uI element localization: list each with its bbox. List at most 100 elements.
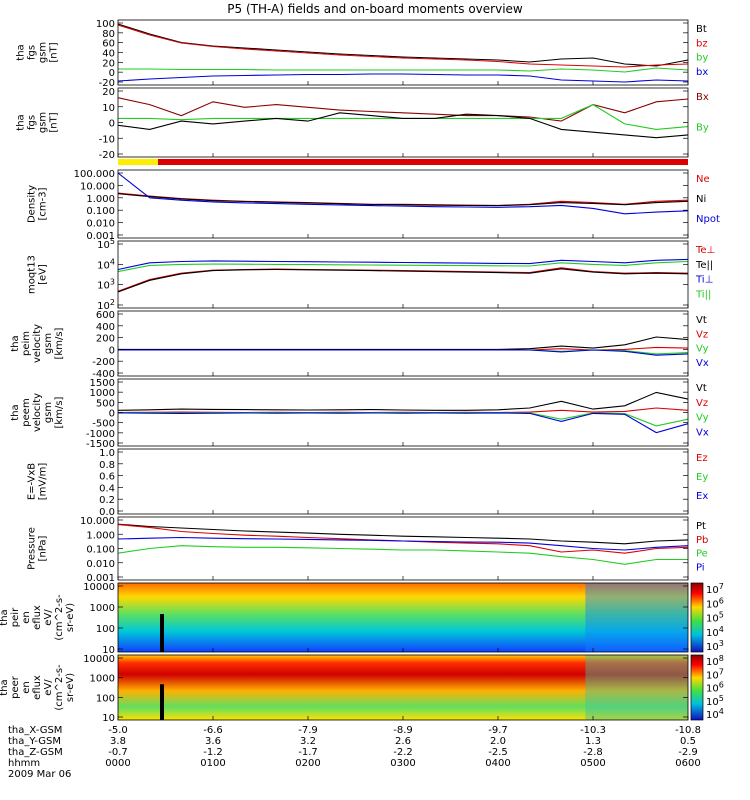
ylabel-line: eV/ <box>43 679 54 696</box>
spectrogram-8 <box>118 583 688 652</box>
xtick-label-y: 3.2 <box>300 736 316 747</box>
ytick-label: 1.000 <box>86 194 115 205</box>
legend-entry: Vy <box>696 344 709 355</box>
legend-entry: Ti|| <box>695 289 711 300</box>
ylabel-line: gsm <box>43 402 54 423</box>
colorbar-tick-label: 108 <box>706 654 724 668</box>
ylabel-line: peer <box>10 675 21 699</box>
ylabel-line: tha <box>10 404 21 420</box>
ylabel-line: (cm^2-s- <box>54 664 65 711</box>
xtick-label-y: 3.8 <box>110 736 126 747</box>
ytick-label: 0.010 <box>86 219 115 230</box>
ytick-label: 100 <box>96 624 115 635</box>
xtick-label-y: 2.0 <box>490 736 506 747</box>
ytick-label: 60 <box>102 39 115 50</box>
colorbar-tick-label: 107 <box>706 667 724 681</box>
legend-entry: Vx <box>696 427 709 438</box>
ylabel-line: [nT] <box>49 42 60 62</box>
ytick-label: -10 <box>99 134 115 145</box>
ylabel-line: fgs <box>27 45 38 60</box>
ylabel-line: sr-eV) <box>65 603 76 632</box>
ytick-label: 20 <box>102 87 115 98</box>
ytick-label: 10 <box>102 645 115 656</box>
legend-entry: bz <box>696 38 708 49</box>
legend-entry: Te|| <box>695 260 713 271</box>
xaxis-row-label: tha_Y-GSM <box>8 736 61 747</box>
ytick-label: 600 <box>96 310 115 321</box>
ytick-label: -20 <box>99 150 115 161</box>
ytick-label: 1000 <box>90 674 115 685</box>
xaxis-row-label: hhmm <box>8 758 40 769</box>
xtick-label-t: 0200 <box>295 758 320 769</box>
ylabel-group: tha peer en eflux eV/(cm^2-s-sr-eV) <box>0 664 76 711</box>
legend-entry: Pe <box>696 549 708 560</box>
series-line-by <box>118 67 689 73</box>
ytick-label: 0.0 <box>99 507 115 518</box>
series-line-Pe <box>117 545 688 565</box>
panel-frame <box>117 240 689 309</box>
ylabel-line: [nT] <box>49 112 60 132</box>
legend-entry: Ex <box>696 491 708 502</box>
series-line-By <box>118 103 689 130</box>
panel-frame <box>117 87 689 158</box>
ylabel-line: gsm <box>38 112 49 133</box>
ytick-label: 0 <box>109 68 115 79</box>
colorbar-tick-label: 105 <box>706 694 724 708</box>
ylabel-group: Pressure [nPa] <box>27 527 49 570</box>
legend-entry: by <box>696 53 708 64</box>
ytick-label: -1500 <box>86 439 115 450</box>
ytick-label: 0.100 <box>86 206 115 217</box>
ytick-label: 105 <box>97 237 115 251</box>
ytick-label: 0.8 <box>99 460 115 471</box>
chart-title: P5 (TH-A) fields and on-board moments ov… <box>227 2 523 16</box>
xaxis-row-label: tha_Z-GSM <box>8 747 63 758</box>
ytick-label: 100 <box>96 19 115 30</box>
series-line-Npot <box>117 172 689 215</box>
xtick-label-z: -2.9 <box>678 747 698 758</box>
series-line-Vt <box>118 336 689 350</box>
xtick-label-z: -2.2 <box>393 747 413 758</box>
legend-entry: Vt <box>696 383 707 394</box>
legend-entry: Vt <box>696 315 707 326</box>
data-gap-marker <box>160 614 164 652</box>
ytick-label: 1.000 <box>86 530 115 541</box>
ytick-label: 1000 <box>90 388 115 399</box>
colorbar-tick-label: 104 <box>706 707 724 721</box>
ylabel-group: tha fgs gsm [nT] <box>16 112 60 133</box>
ytick-label: -200 <box>92 357 115 368</box>
spectrogram-tail <box>585 655 688 720</box>
ytick-label: 10000 <box>83 654 115 665</box>
colorbar <box>690 654 704 721</box>
legend-entry: Vy <box>696 413 709 424</box>
legend-entry: Ti⊥ <box>695 275 713 286</box>
ytick-label: -400 <box>92 369 115 380</box>
ytick-label: 40 <box>102 49 115 60</box>
mode-bar-slow <box>118 159 158 165</box>
ytick-label: 0 <box>109 345 115 356</box>
xtick-label-z: -0.7 <box>108 747 128 758</box>
xtick-label-x: -10.3 <box>580 725 606 736</box>
ylabel-line: [cm-3] <box>38 187 49 220</box>
ylabel-group: tha peir en eflux eV/(cm^2-s-sr-eV) <box>0 594 76 641</box>
ylabel-line: fgs <box>27 115 38 130</box>
ylabel-line: [km/s] <box>54 327 65 359</box>
xtick-label-x: -10.8 <box>675 725 701 736</box>
ylabel-line: Pressure <box>27 527 38 570</box>
ylabel-line: velocity <box>32 324 43 363</box>
xtick-label-x: -5.0 <box>108 725 128 736</box>
xtick-label-t: 0100 <box>200 758 225 769</box>
colorbar-tick-label: 106 <box>706 596 724 610</box>
ytick-label: 0.001 <box>86 231 115 242</box>
ylabel-line: (cm^2-s- <box>54 594 65 641</box>
ylabel-line: peem <box>21 398 32 426</box>
ylabel-line: peir <box>10 607 21 627</box>
legend-entry: Ni <box>696 194 706 205</box>
ylabel-line: [mV/m] <box>38 463 49 501</box>
ylabel-line: moqt13 <box>27 255 38 294</box>
ytick-label: 1500 <box>90 378 115 389</box>
series-line-Vy <box>117 411 689 427</box>
ylabel-line: tha <box>16 44 27 60</box>
ylabel-group: moqt13 [eV] <box>27 255 49 294</box>
series-line-Ti⊥ <box>117 258 689 271</box>
ylabel-line: eflux <box>32 675 43 700</box>
